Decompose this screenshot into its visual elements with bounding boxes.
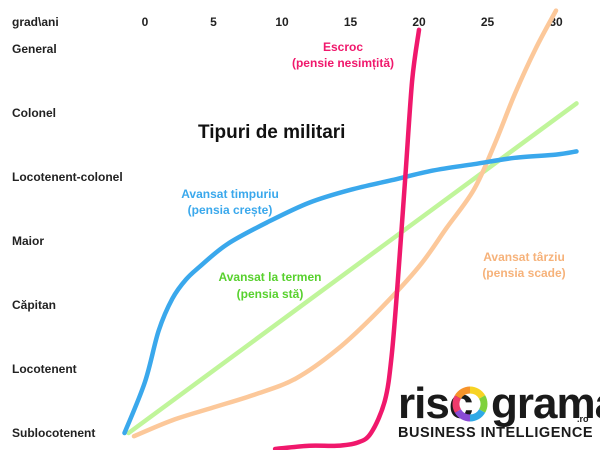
- logo-ring-segment: [469, 408, 486, 422]
- chart-title: Tipuri de militari: [198, 122, 345, 143]
- annotation-escroc-name: Escroc: [323, 40, 363, 54]
- logo-text-right: grama: [491, 379, 600, 428]
- y-tick-label: Căpitan: [12, 298, 56, 312]
- series-line: [131, 8, 559, 439]
- y-tick-label: Locotenent-colonel: [12, 170, 123, 184]
- y-axis-ticks: Sublocotenent Locotenent Căpitan Maior Locot…: [12, 42, 123, 440]
- x-tick-label: 25: [481, 15, 495, 29]
- series-line: [122, 149, 579, 436]
- y-tick-label: Sublocotenent: [12, 426, 95, 440]
- x-tick-label: 5: [210, 15, 217, 29]
- riscograma-logo: risc grama .ro BUSINESS INTELLIGENCE: [398, 379, 600, 441]
- logo-ring-segment: [478, 395, 488, 413]
- logo-tagline: BUSINESS INTELLIGENCE: [398, 425, 593, 441]
- x-axis-ticks: 0 5 10 15 20 25 30: [142, 15, 563, 29]
- annotation-termen-name: Avansat la termen: [219, 270, 322, 284]
- annotation-termen-note: (pensia stă): [237, 287, 304, 301]
- annotation-escroc-note: (pensie nesimțită): [292, 56, 394, 70]
- x-tick-label: 0: [142, 15, 149, 29]
- logo-text-left: risc: [398, 379, 473, 428]
- annotation-timpuriu-note: (pensia crește): [188, 203, 273, 217]
- series-line: [272, 27, 422, 450]
- logo-ring-segment: [469, 386, 486, 400]
- x-tick-label: 10: [275, 15, 289, 29]
- y-tick-label: General: [12, 42, 57, 56]
- logo-ring-segment: [454, 386, 471, 400]
- annotation-tarziu-name: Avansat târziu: [483, 250, 565, 264]
- x-tick-label: 20: [412, 15, 426, 29]
- y-tick-label: Colonel: [12, 106, 56, 120]
- logo-ring-segment: [452, 395, 462, 413]
- y-tick-label: Maior: [12, 234, 44, 248]
- logo-ring-segment: [454, 408, 471, 422]
- x-tick-label: 15: [344, 15, 358, 29]
- corner-label: grad\ani: [12, 15, 59, 29]
- logo-domain: .ro: [577, 414, 589, 424]
- y-tick-label: Locotenent: [12, 362, 77, 376]
- annotation-timpuriu-name: Avansat timpuriu: [181, 187, 279, 201]
- series-line: [126, 101, 579, 436]
- series-lines: [122, 8, 579, 450]
- logo-ring-icon: [452, 386, 488, 422]
- annotation-tarziu-note: (pensia scade): [482, 266, 565, 280]
